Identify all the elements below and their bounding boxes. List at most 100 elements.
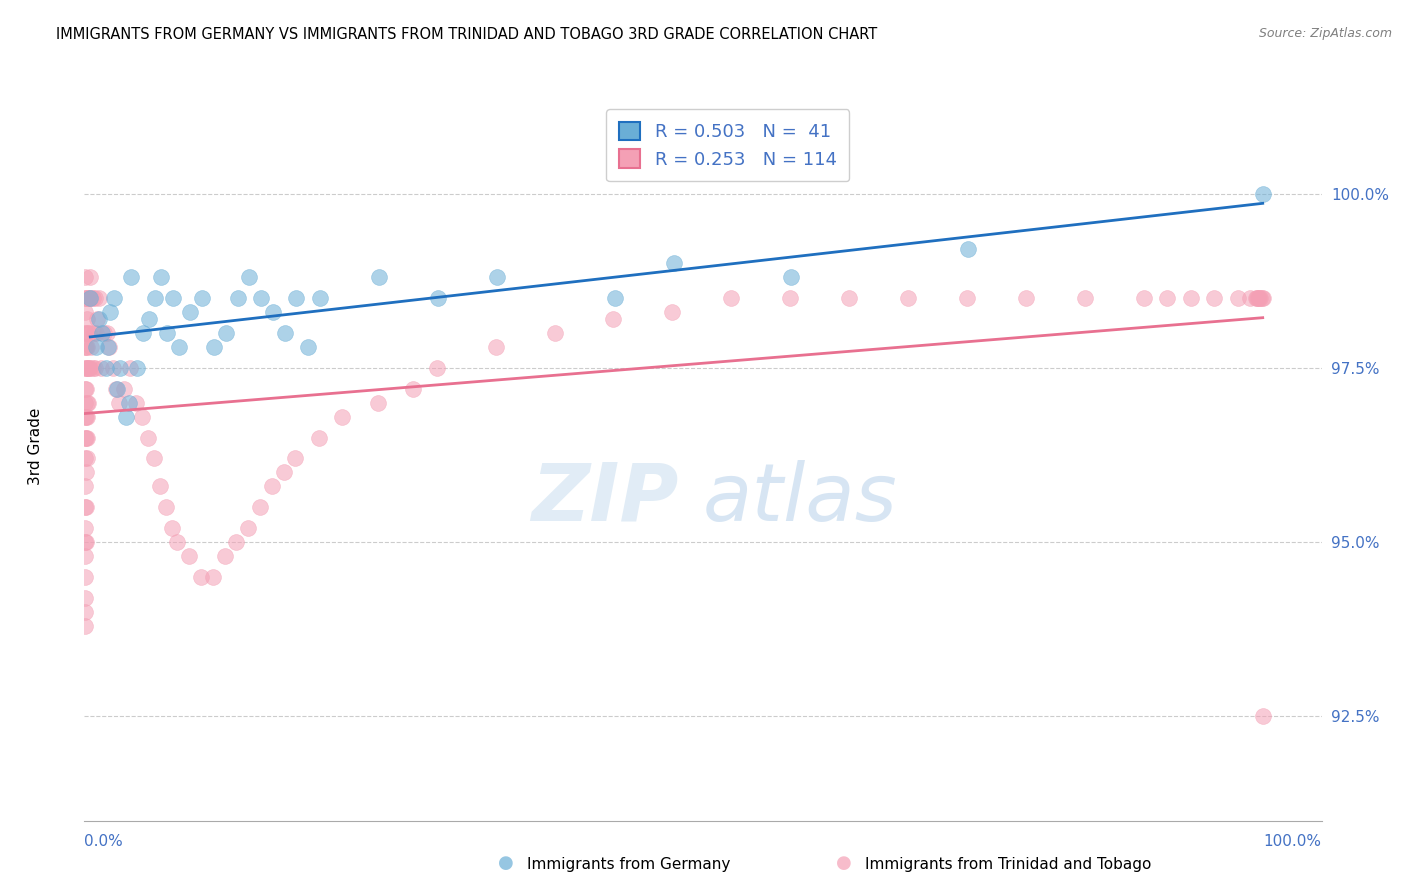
- Point: [138, 312, 160, 326]
- Point: [661, 305, 683, 319]
- Point: [250, 291, 273, 305]
- Point: [1246, 291, 1268, 305]
- Point: [284, 451, 307, 466]
- Point: [309, 291, 332, 305]
- Point: [96, 326, 118, 340]
- Point: [77, 291, 100, 305]
- Point: [103, 291, 125, 305]
- Point: [214, 549, 236, 563]
- Point: [77, 360, 100, 375]
- Point: [1239, 291, 1261, 305]
- Point: [87, 312, 110, 326]
- Point: [73, 605, 96, 619]
- Point: [779, 291, 801, 305]
- Point: [1204, 291, 1226, 305]
- Text: 3rd Grade: 3rd Grade: [28, 408, 42, 484]
- Point: [662, 256, 685, 270]
- Point: [75, 500, 97, 515]
- Point: [75, 340, 97, 354]
- Point: [167, 340, 190, 354]
- Text: 0.0%: 0.0%: [84, 834, 124, 849]
- Point: [838, 291, 860, 305]
- Point: [94, 360, 117, 375]
- Point: [73, 360, 96, 375]
- Point: [1249, 291, 1271, 305]
- Point: [84, 326, 107, 340]
- Text: Immigrants from Germany: Immigrants from Germany: [527, 857, 731, 872]
- Point: [73, 305, 96, 319]
- Point: [156, 326, 179, 340]
- Point: [73, 549, 96, 563]
- Text: Immigrants from Trinidad and Tobago: Immigrants from Trinidad and Tobago: [865, 857, 1152, 872]
- Point: [73, 395, 96, 409]
- Point: [73, 479, 96, 493]
- Point: [132, 326, 155, 340]
- Point: [285, 291, 308, 305]
- Point: [80, 340, 103, 354]
- Point: [1156, 291, 1178, 305]
- Point: [114, 409, 136, 424]
- Point: [160, 521, 183, 535]
- Point: [956, 291, 979, 305]
- Point: [720, 291, 742, 305]
- Point: [75, 360, 97, 375]
- Point: [75, 326, 97, 340]
- Point: [262, 305, 284, 319]
- Point: [83, 326, 105, 340]
- Point: [97, 340, 120, 354]
- Point: [84, 291, 107, 305]
- Point: [75, 430, 97, 444]
- Point: [162, 291, 184, 305]
- Text: atlas: atlas: [703, 459, 898, 538]
- Point: [602, 312, 624, 326]
- Point: [426, 360, 449, 375]
- Point: [76, 340, 98, 354]
- Text: 100.0%: 100.0%: [1264, 834, 1322, 849]
- Point: [77, 291, 100, 305]
- Point: [1015, 291, 1038, 305]
- Point: [249, 500, 271, 515]
- Text: ●: ●: [835, 855, 852, 872]
- Point: [73, 340, 96, 354]
- Point: [73, 535, 96, 549]
- Point: [86, 312, 108, 326]
- Point: [143, 291, 166, 305]
- Point: [82, 360, 104, 375]
- Point: [149, 270, 172, 285]
- Point: [121, 270, 143, 285]
- Point: [957, 243, 980, 257]
- Point: [73, 430, 96, 444]
- Point: [75, 382, 97, 396]
- Point: [1226, 291, 1249, 305]
- Point: [136, 430, 159, 444]
- Point: [131, 409, 153, 424]
- Point: [190, 570, 212, 584]
- Point: [1132, 291, 1154, 305]
- Point: [76, 291, 98, 305]
- Point: [98, 305, 121, 319]
- Point: [75, 409, 97, 424]
- Point: [1251, 291, 1274, 305]
- Point: [191, 291, 214, 305]
- Point: [112, 382, 135, 396]
- Point: [76, 451, 98, 466]
- Point: [76, 312, 98, 326]
- Point: [73, 270, 96, 285]
- Point: [93, 326, 115, 340]
- Point: [125, 395, 148, 409]
- Point: [1074, 291, 1097, 305]
- Point: [1251, 186, 1274, 201]
- Point: [367, 395, 389, 409]
- Point: [1180, 291, 1202, 305]
- Point: [603, 291, 626, 305]
- Point: [108, 360, 131, 375]
- Point: [79, 360, 101, 375]
- Point: [91, 326, 114, 340]
- Point: [107, 395, 129, 409]
- Point: [73, 291, 96, 305]
- Point: [215, 326, 238, 340]
- Point: [179, 305, 201, 319]
- Point: [273, 326, 295, 340]
- Point: [118, 395, 141, 409]
- Point: [73, 326, 96, 340]
